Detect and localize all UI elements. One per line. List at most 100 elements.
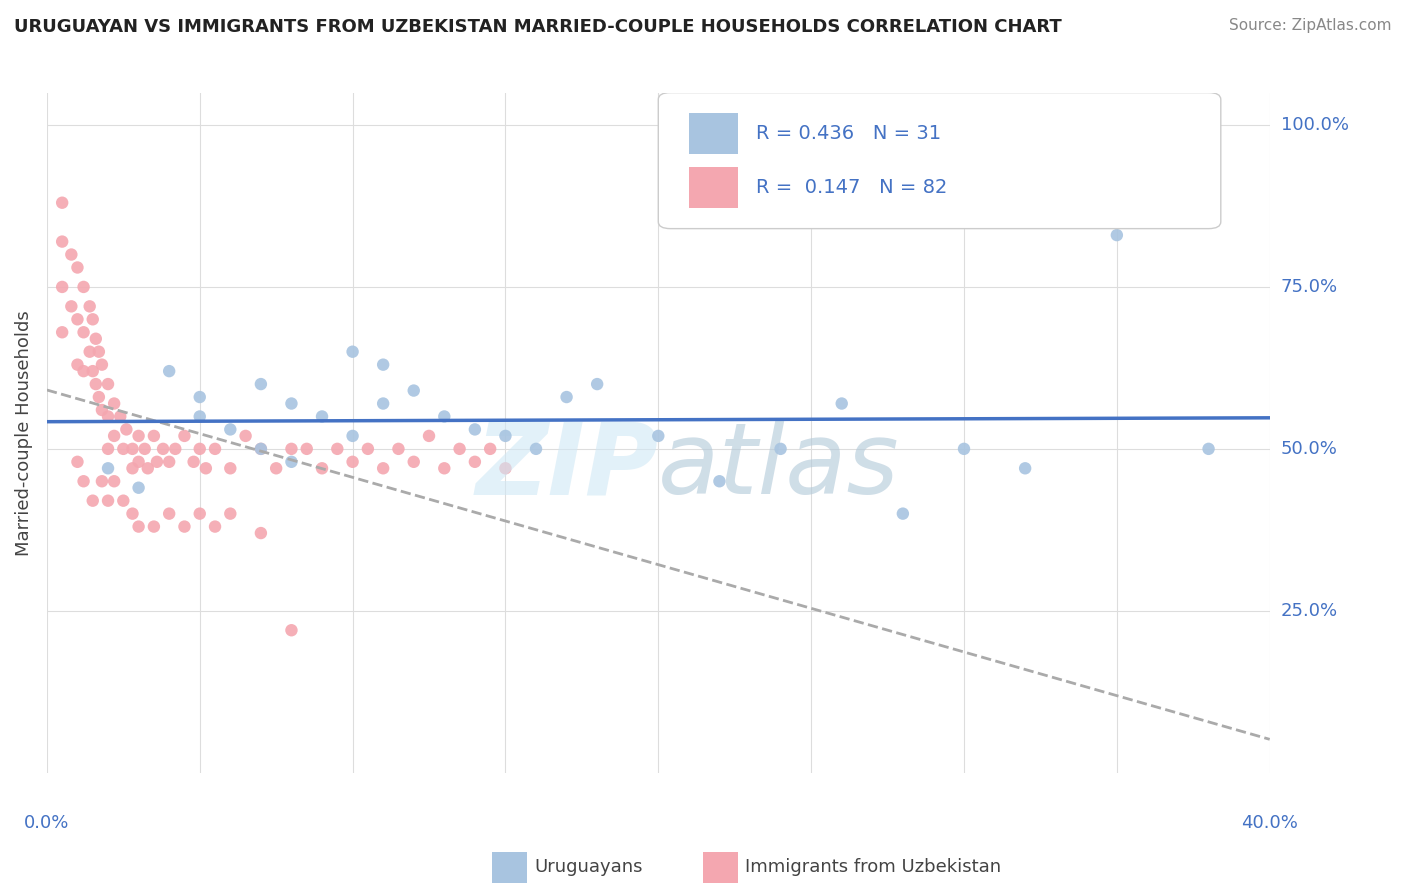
- Point: [51, 325, 73, 339]
- Point: [183, 455, 205, 469]
- Point: [449, 442, 471, 456]
- Point: [194, 461, 217, 475]
- Point: [433, 409, 456, 424]
- Point: [72, 364, 94, 378]
- Point: [373, 358, 395, 372]
- Point: [219, 461, 242, 475]
- Point: [433, 461, 456, 475]
- Point: [128, 429, 150, 443]
- Point: [66, 312, 89, 326]
- Point: [173, 519, 195, 533]
- FancyBboxPatch shape: [658, 93, 1220, 228]
- Point: [136, 461, 159, 475]
- Point: [586, 377, 609, 392]
- Point: [555, 390, 578, 404]
- Point: [110, 409, 132, 424]
- Point: [72, 280, 94, 294]
- Point: [51, 235, 73, 249]
- Point: [204, 519, 226, 533]
- Point: [188, 390, 211, 404]
- Point: [90, 475, 112, 489]
- Point: [84, 377, 107, 392]
- Point: [79, 299, 101, 313]
- Text: R = 0.436   N = 31: R = 0.436 N = 31: [756, 124, 941, 143]
- Point: [128, 481, 150, 495]
- Point: [373, 461, 395, 475]
- Text: 100.0%: 100.0%: [1281, 116, 1348, 134]
- Point: [79, 344, 101, 359]
- Point: [494, 429, 516, 443]
- Point: [402, 384, 425, 398]
- Point: [72, 475, 94, 489]
- Point: [418, 429, 440, 443]
- Point: [188, 442, 211, 456]
- Point: [82, 312, 104, 326]
- Point: [66, 358, 89, 372]
- Point: [953, 442, 976, 456]
- Point: [373, 396, 395, 410]
- Point: [311, 409, 333, 424]
- Point: [173, 429, 195, 443]
- Point: [1105, 228, 1128, 243]
- Point: [769, 442, 792, 456]
- Point: [250, 377, 273, 392]
- Point: [97, 377, 120, 392]
- Point: [84, 332, 107, 346]
- Point: [51, 195, 73, 210]
- Point: [235, 429, 257, 443]
- Point: [60, 247, 83, 261]
- Point: [1014, 461, 1036, 475]
- Point: [134, 442, 156, 456]
- Point: [142, 519, 165, 533]
- Text: ZIP: ZIP: [475, 418, 658, 516]
- Point: [264, 461, 287, 475]
- Bar: [689, 113, 738, 153]
- Point: [115, 422, 138, 436]
- Point: [188, 507, 211, 521]
- Point: [402, 455, 425, 469]
- Point: [464, 422, 486, 436]
- Point: [128, 455, 150, 469]
- Text: 40.0%: 40.0%: [1241, 814, 1298, 832]
- Point: [250, 442, 273, 456]
- Point: [326, 442, 349, 456]
- Point: [157, 507, 180, 521]
- Text: 25.0%: 25.0%: [1281, 602, 1339, 620]
- Text: Immigrants from Uzbekistan: Immigrants from Uzbekistan: [745, 858, 1001, 876]
- Point: [90, 358, 112, 372]
- Point: [97, 409, 120, 424]
- Point: [342, 344, 364, 359]
- Point: [891, 507, 914, 521]
- Point: [280, 455, 302, 469]
- Point: [112, 493, 135, 508]
- Point: [82, 493, 104, 508]
- Text: 75.0%: 75.0%: [1281, 278, 1339, 296]
- Point: [250, 526, 273, 541]
- Point: [647, 429, 669, 443]
- Point: [142, 429, 165, 443]
- Text: R =  0.147   N = 82: R = 0.147 N = 82: [756, 178, 948, 197]
- Point: [188, 409, 211, 424]
- Point: [204, 442, 226, 456]
- Text: atlas: atlas: [658, 418, 900, 516]
- Point: [72, 325, 94, 339]
- Point: [342, 455, 364, 469]
- Point: [66, 260, 89, 275]
- Point: [219, 422, 242, 436]
- Point: [479, 442, 502, 456]
- Point: [97, 461, 120, 475]
- Point: [60, 299, 83, 313]
- Point: [250, 442, 273, 456]
- Point: [494, 461, 516, 475]
- Point: [82, 364, 104, 378]
- Point: [97, 442, 120, 456]
- Text: 50.0%: 50.0%: [1281, 440, 1337, 458]
- Point: [464, 455, 486, 469]
- Point: [709, 475, 731, 489]
- Text: 0.0%: 0.0%: [24, 814, 69, 832]
- Point: [157, 364, 180, 378]
- Point: [295, 442, 318, 456]
- Text: URUGUAYAN VS IMMIGRANTS FROM UZBEKISTAN MARRIED-COUPLE HOUSEHOLDS CORRELATION CH: URUGUAYAN VS IMMIGRANTS FROM UZBEKISTAN …: [14, 18, 1062, 36]
- Point: [387, 442, 409, 456]
- Point: [103, 396, 125, 410]
